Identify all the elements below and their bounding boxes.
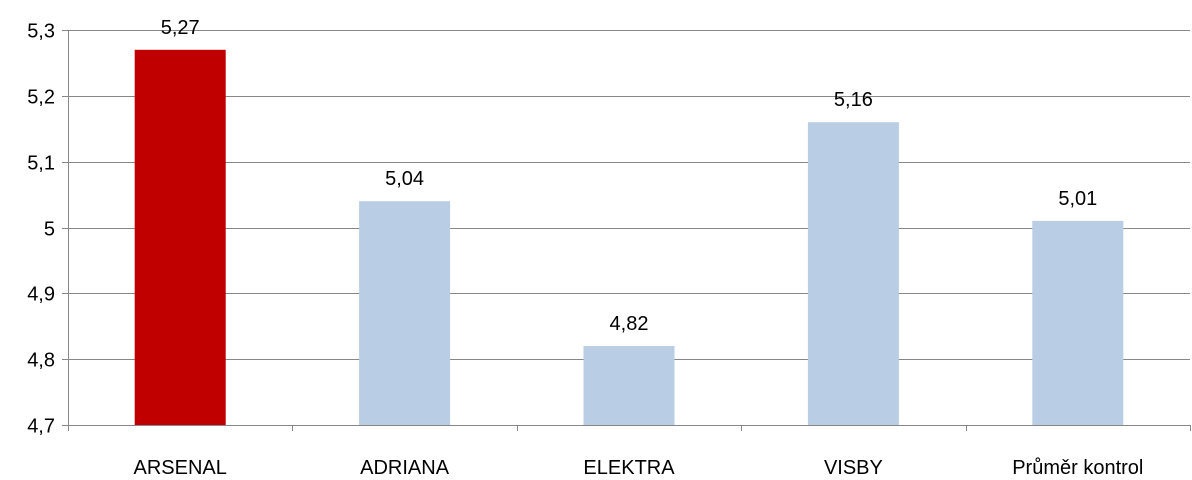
data-label: 4,82 [610, 313, 649, 335]
gridlines [68, 30, 1190, 426]
y-tick-label: 5 [44, 219, 55, 241]
data-label: 5,27 [161, 17, 200, 39]
data-label: 5,01 [1058, 188, 1097, 210]
x-tick-label: Průměr kontrol [1012, 457, 1143, 479]
x-tick-label: ADRIANA [360, 457, 450, 479]
data-label: 5,04 [385, 168, 424, 190]
bar-arsenal [134, 49, 226, 426]
labels: 4,7 4,8 4,9 5 5,1 5,2 5,3 5,27 ARSENAL 5,04 ADRIAN… [27, 17, 1143, 479]
data-label: 5,16 [834, 89, 873, 111]
x-tick-label: ELEKTRA [583, 457, 675, 479]
bar-elektra [583, 346, 675, 425]
bar-adriana [359, 201, 451, 425]
y-tick-label: 4,8 [27, 350, 55, 372]
y-tick-label: 5,3 [27, 21, 55, 43]
y-tick-label: 4,7 [27, 416, 55, 438]
bar-visby [807, 122, 899, 425]
x-tick-label: ARSENAL [134, 457, 227, 479]
axes [62, 30, 1191, 431]
x-tick-label: VISBY [824, 457, 883, 479]
y-tick-label: 5,1 [27, 153, 55, 175]
bar-pr-m-r-kontrol [1032, 220, 1124, 425]
bars [134, 49, 1124, 426]
y-tick-label: 5,2 [27, 87, 55, 109]
y-tick-label: 4,9 [27, 284, 55, 306]
